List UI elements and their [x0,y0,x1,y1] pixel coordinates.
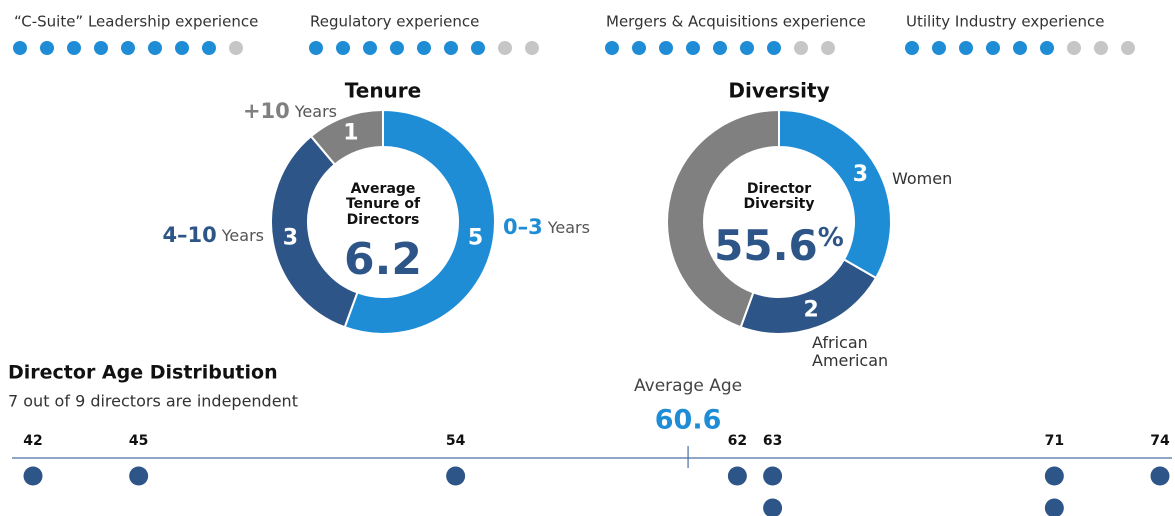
segment-value: 3 [853,162,868,187]
center-value: 55.6% [714,221,844,270]
category-label: African American [812,333,889,370]
donut-segment [778,108,892,280]
skill-dot-empty [229,41,243,55]
age-dot [129,466,149,486]
skill-dot [659,41,673,55]
age-dot [446,466,466,486]
skill-dot-empty [525,41,539,55]
age-dot [763,466,783,486]
x-tick-label: 45 [129,433,148,449]
center-label: Average Tenure of Directors [345,181,421,228]
skill-dot [1040,41,1054,55]
center-number: 6.2 [344,234,422,285]
category-name: +10 [243,99,290,123]
x-tick-label: 71 [1045,433,1064,449]
skill-label: Utility Industry experience [906,13,1105,31]
category-unit: Years [294,102,337,121]
skill-dot-empty [821,41,835,55]
x-tick-label: 63 [763,433,782,449]
x-tick-label: 74 [1150,433,1170,449]
skill-dot [632,41,646,55]
age-dot [1044,498,1064,516]
category-unit: Years [547,218,590,237]
skill-label: Regulatory experience [310,13,479,31]
age-dot [763,498,783,516]
skill-dot [713,41,727,55]
skill-dot-empty [794,41,808,55]
skill-dot [336,41,350,55]
skill-dot [40,41,54,55]
skill-dot [1013,41,1027,55]
strip-title: Director Age Distribution [8,362,278,384]
average-label: Average Age [634,376,742,396]
skill-dot [390,41,404,55]
category-label: 4–10 Years [162,223,264,247]
donut-segment [343,108,496,335]
skill-dot [67,41,81,55]
skill-dot-empty [1094,41,1108,55]
center-number: 55.6 [714,221,818,270]
x-tick-label: 54 [446,433,466,449]
skill-label: “C-Suite” Leadership experience [14,13,258,31]
donut-segment [309,108,384,166]
skill-dot [13,41,27,55]
skill-dot [471,41,485,55]
x-tick-label: 62 [728,433,747,449]
center-unit: % [818,223,844,253]
center-label: Director Diversity [743,181,815,213]
skill-dot [767,41,781,55]
skill-dot [905,41,919,55]
skill-dot [94,41,108,55]
skill-dot [148,41,162,55]
category-name: 4–10 [162,223,216,247]
donut-title: Tenure [345,79,421,103]
skill-dot [363,41,377,55]
segment-value: 5 [468,225,483,250]
x-tick-label: 42 [23,433,42,449]
category-name: 0–3 [503,215,543,239]
skill-dot [605,41,619,55]
segment-value: 3 [283,225,298,250]
center-value: 6.2 [344,234,422,285]
skill-dot [202,41,216,55]
average-value: 60.6 [655,405,722,436]
donut-segment [270,134,359,329]
donut-title: Diversity [728,79,829,103]
skill-dot-empty [498,41,512,55]
skill-dot [686,41,700,55]
skill-dot [417,41,431,55]
category-label: +10 Years [243,99,337,123]
age-dot [1150,466,1170,486]
skill-dot [444,41,458,55]
segment-value: 2 [803,297,818,322]
segment-value: 1 [343,121,358,146]
skill-dot [121,41,135,55]
skill-label: Mergers & Acquisitions experience [606,13,866,31]
donut-segment [666,108,780,329]
category-label: 0–3 Years [503,215,590,239]
strip-subtitle: 7 out of 9 directors are independent [8,392,298,411]
skill-dot-empty [1121,41,1135,55]
age-dot [727,466,747,486]
skill-dot-empty [1067,41,1081,55]
skill-dot [959,41,973,55]
skill-dot [740,41,754,55]
age-dot [1044,466,1064,486]
category-unit: Years [221,226,264,245]
skill-dot [932,41,946,55]
skill-dot [986,41,1000,55]
skill-dot [175,41,189,55]
category-label: Women [892,169,953,188]
age-dot [23,466,43,486]
skill-dot [309,41,323,55]
